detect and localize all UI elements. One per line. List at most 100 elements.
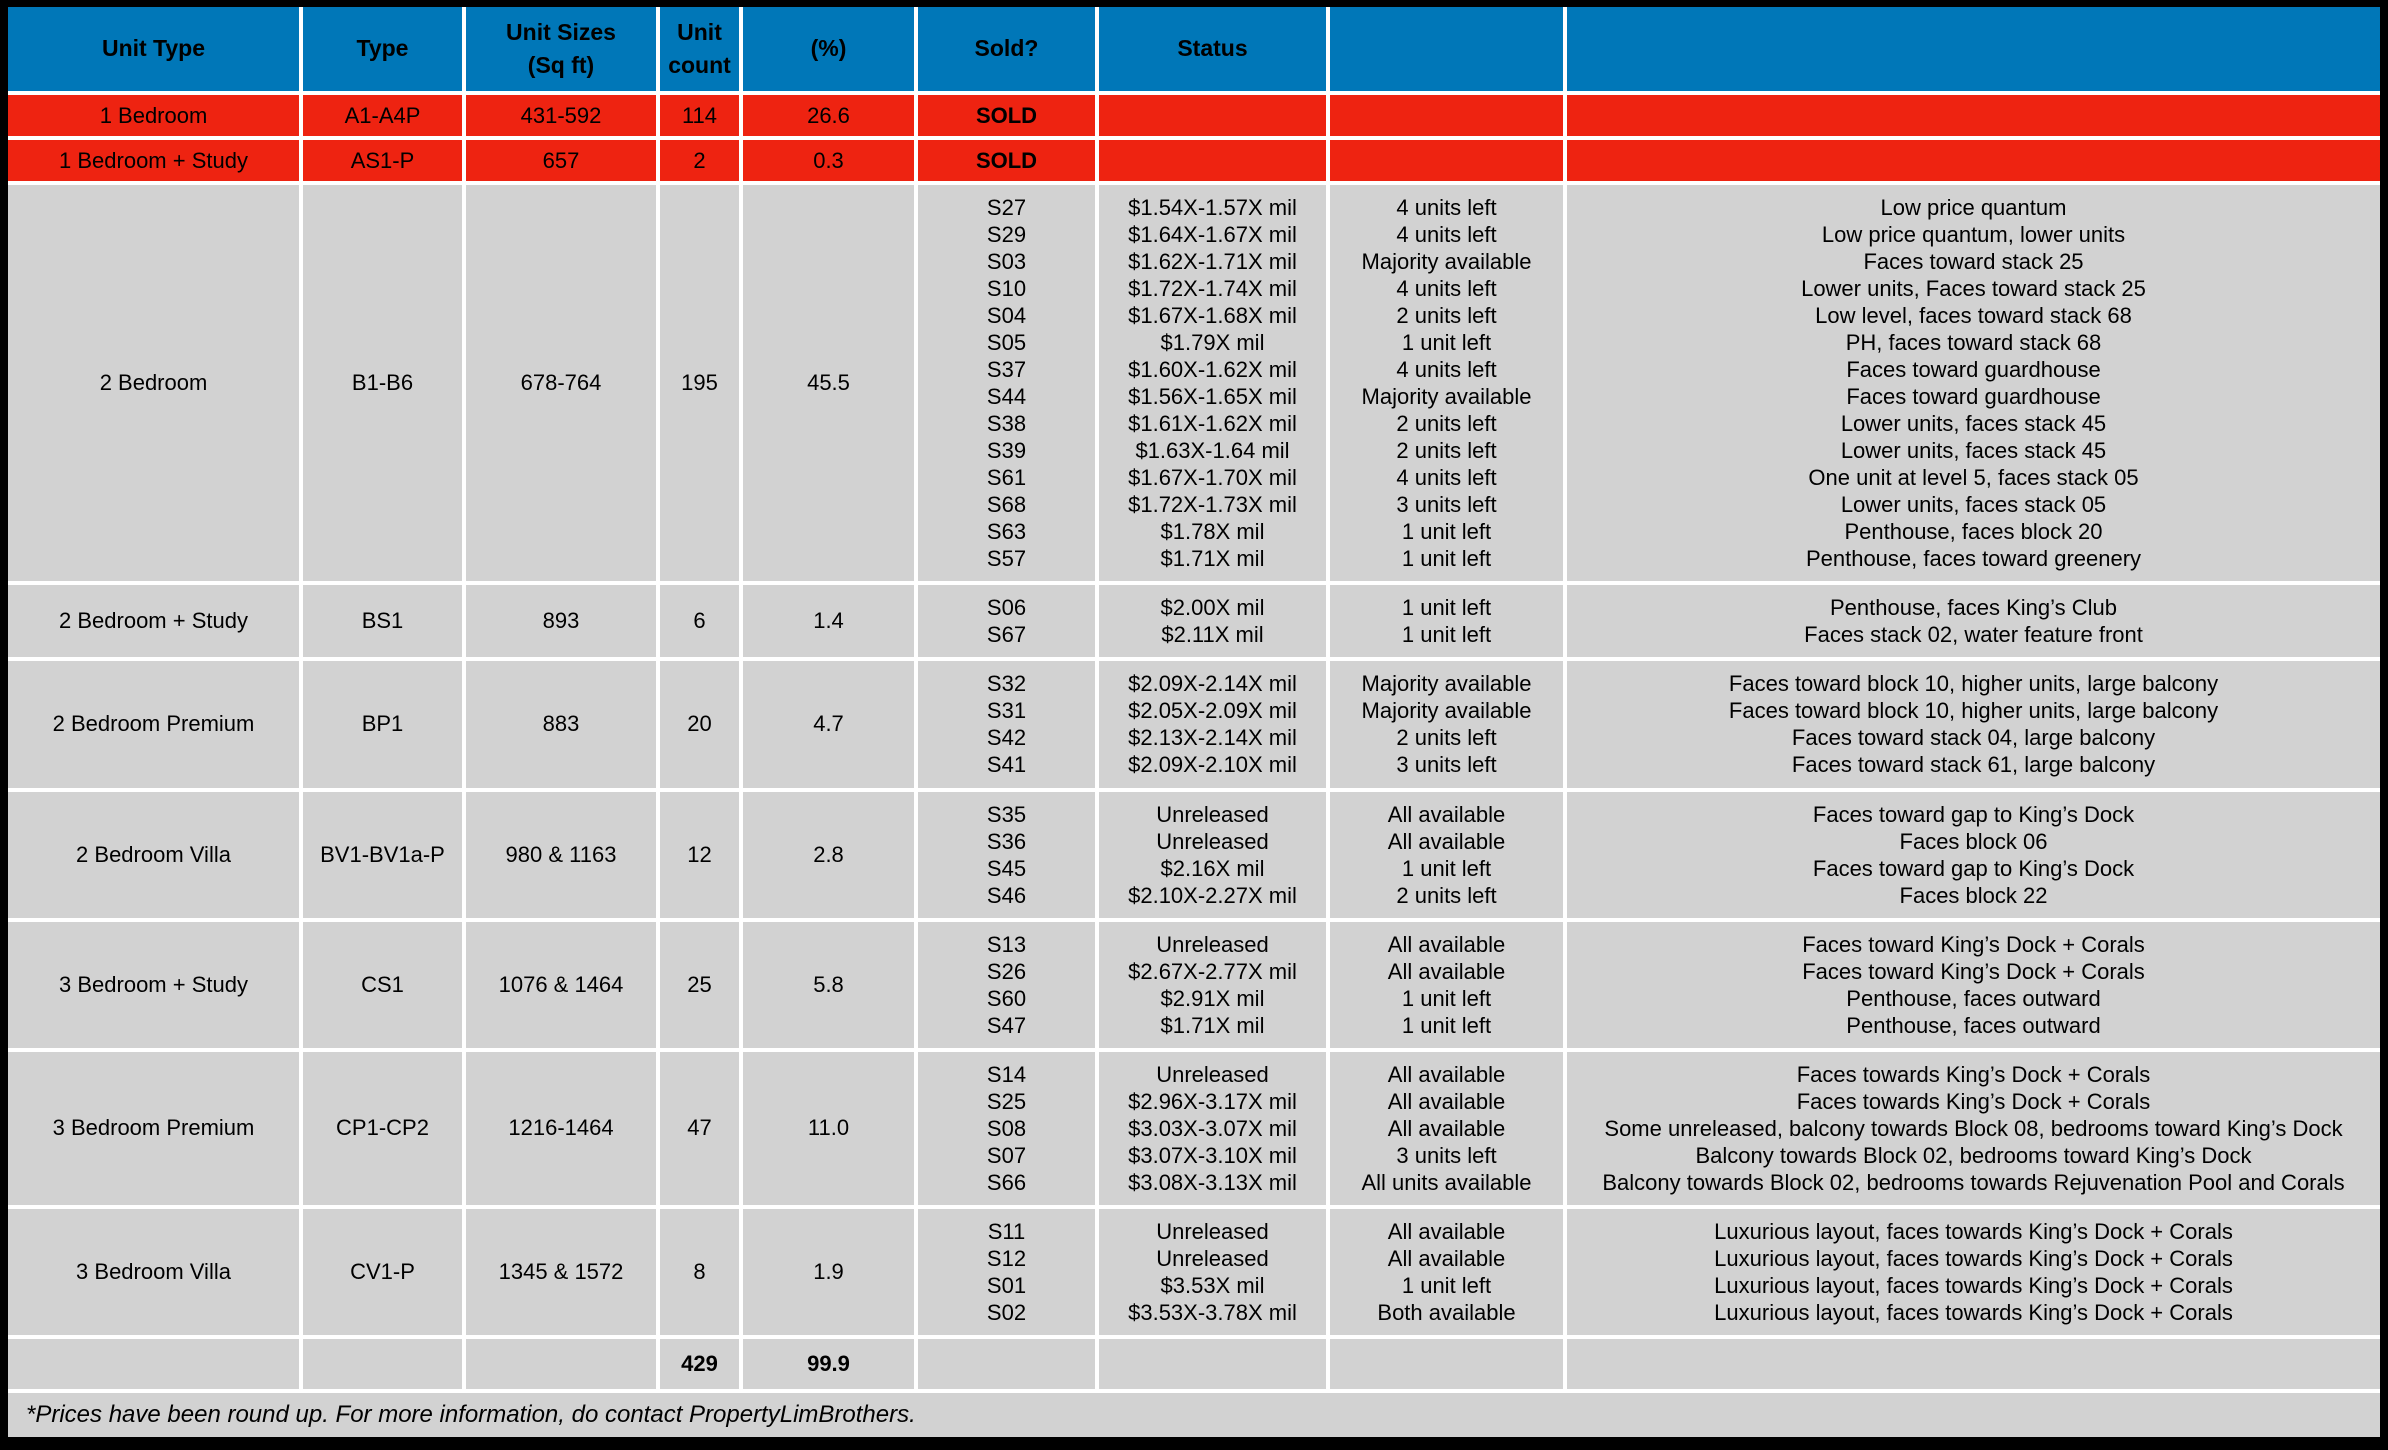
stack-id: S02 [986,1299,1027,1325]
stack-price: Unreleased [1156,801,1269,827]
unit-row: 2 Bedroom Villa BV1-BV1a-P 980 & 1163 12 2.8… [8,789,2380,922]
stack-description: Faces toward stack 04, large balcony [1791,725,2156,751]
col-header-blank-2 [1565,7,2380,95]
stack-id: S36 [986,828,1027,854]
stack-price: $1.56X-1.65X mil [1128,384,1297,410]
stack-id: S35 [986,801,1027,827]
unit-sizes-cell: 657 [464,138,660,186]
sold-unit-row: 1 Bedroom A1-A4P 431-592 114 26.6 SOLD [8,93,2380,141]
stack-availability: 4 units left [1396,357,1497,383]
stack-description: Faces towards King’s Dock + Corals [1796,1061,2151,1087]
unit-type-cell: 3 Bedroom Premium [8,1049,303,1209]
stack-price: $2.05X-2.09X mil [1128,698,1297,724]
stack-description: Faces toward gap to King’s Dock [1812,855,2135,881]
stack-description: Lower units, faces stack 45 [1840,411,2107,437]
stack-description: Faces toward King’s Dock + Corals [1802,931,2145,957]
description-cell: Faces toward gap to King’s Dock Faces blo… [1565,789,2380,922]
stack-availability: All available [1387,931,1506,957]
stack-id-cell: S14 S25 S08 S07 S66 [916,1049,1099,1209]
unit-row: 3 Bedroom Premium CP1-CP2 1216-1464 47 11.0 S… [8,1049,2380,1209]
stack-availability: 4 units left [1396,276,1497,302]
total-blank-cell [1565,1337,2380,1393]
percent-cell: 0.3 [741,138,918,186]
stack-id: S26 [986,958,1027,984]
sold-blank-cell [1328,138,1567,186]
unit-sizes-cell: 1076 & 1464 [464,919,660,1052]
total-blank-cell [1328,1337,1567,1393]
header-row: Unit Type Type Unit Sizes (Sq ft) Unit c… [8,7,2380,95]
stack-id: S57 [986,546,1027,572]
stack-id-cell: S27 S29 S03 S10 S04 S05 S37 S44 S38 S39 S61 S68 S63 S… [916,183,1099,586]
stack-price: $1.78X mil [1160,519,1265,545]
stack-price: $3.53X-3.78X mil [1128,1299,1297,1325]
stack-id: S63 [986,519,1027,545]
stack-description: Penthouse, faces King’s Club [1830,595,2117,621]
unit-type-cell: 1 Bedroom [8,93,303,141]
stack-description: Balcony towards Block 02, bedrooms towar… [1602,1169,2345,1195]
price-cell: Unreleased $2.67X-2.77X mil $2.91X mil $1.7… [1097,919,1330,1052]
unit-type-cell: 2 Bedroom Villa [8,789,303,922]
unit-row: 2 Bedroom B1-B6 678-764 195 45.5 S27 S29 S03 S10… [8,183,2380,586]
stack-availability: 1 unit left [1401,622,1492,648]
stack-availability: 4 units left [1396,195,1497,221]
stack-price: $1.67X-1.68X mil [1128,303,1297,329]
stack-id: S04 [986,303,1027,329]
availability-cell: All available All available 1 unit left Bot… [1328,1206,1567,1340]
stack-id: S10 [986,276,1027,302]
stack-availability: Majority available [1361,698,1532,724]
stack-id: S67 [986,622,1027,648]
stack-id-cell: S11 S12 S01 S02 [916,1206,1099,1340]
availability-cell: All available All available All available 3… [1328,1049,1567,1209]
unit-sizes-cell: 678-764 [464,183,660,586]
sold-cell: SOLD [916,93,1099,141]
stack-id: S31 [986,698,1027,724]
stack-description: Faces toward block 10, higher units, lar… [1728,671,2219,697]
stack-id: S12 [986,1245,1027,1271]
stack-id: S32 [986,671,1027,697]
description-cell: Faces toward King’s Dock + Corals Faces t… [1565,919,2380,1052]
stack-price: $1.71X mil [1160,546,1265,572]
stack-price: Unreleased [1156,1218,1269,1244]
total-percent: 99.9 [741,1337,918,1393]
sold-blank-status-cell [1097,138,1330,186]
stack-description: PH, faces toward stack 68 [1845,330,2102,356]
description-cell: Penthouse, faces King’s Club Faces stack … [1565,583,2380,662]
type-code-cell: B1-B6 [301,183,466,586]
stack-price: $2.16X mil [1160,855,1265,881]
availability-cell: 4 units left 4 units left Majority availab… [1328,183,1567,586]
stack-availability: Both available [1377,1299,1516,1325]
stack-description: Faces toward gap to King’s Dock [1812,801,2135,827]
unit-row: 3 Bedroom + Study CS1 1076 & 1464 25 5.8 S13 S… [8,919,2380,1052]
stack-availability: Majority available [1361,384,1532,410]
stack-availability: All available [1387,1245,1506,1271]
stack-availability: 2 units left [1396,725,1497,751]
price-cell: $1.54X-1.57X mil $1.64X-1.67X mil $1.62X-1… [1097,183,1330,586]
unit-type-cell: 3 Bedroom + Study [8,919,303,1052]
stack-description: Faces toward guardhouse [1846,384,2101,410]
col-header-unit-sizes: Unit Sizes (Sq ft) [464,7,660,95]
stack-price: $1.79X mil [1160,330,1265,356]
stack-id: S14 [986,1061,1027,1087]
price-cell: Unreleased Unreleased $3.53X mil $3.53X-3.7… [1097,1206,1330,1340]
type-code-cell: BP1 [301,659,466,792]
col-header-percent: (%) [741,7,918,95]
type-code-cell: A1-A4P [301,93,466,141]
percent-cell: 1.9 [741,1206,918,1340]
stack-price: Unreleased [1156,1061,1269,1087]
stack-availability: Majority available [1361,249,1532,275]
stack-description: Penthouse, faces toward greenery [1805,546,2142,572]
stack-description: Lower units, faces stack 45 [1840,438,2107,464]
stack-availability: All available [1387,1061,1506,1087]
stack-description: Faces block 22 [1899,882,2048,908]
unit-count-cell: 25 [658,919,743,1052]
stack-price: $1.71X mil [1160,1012,1265,1038]
stack-price: $1.61X-1.62X mil [1128,411,1297,437]
stack-price: $2.96X-3.17X mil [1128,1088,1297,1114]
stack-id: S08 [986,1115,1027,1141]
stack-id-cell: S06 S67 [916,583,1099,662]
stack-id: S61 [986,465,1027,491]
unit-sizes-cell: 980 & 1163 [464,789,660,922]
col-header-unit-type: Unit Type [8,7,303,95]
total-blank-cell [8,1337,303,1393]
stack-price: $1.60X-1.62X mil [1128,357,1297,383]
